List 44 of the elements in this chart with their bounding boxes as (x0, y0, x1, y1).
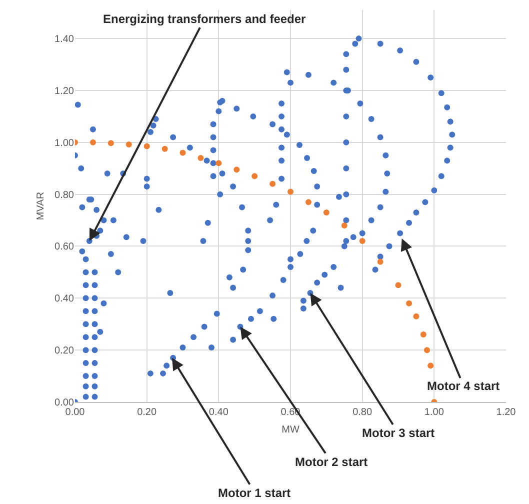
y-tick-label: 0.60 (54, 242, 74, 253)
point (216, 160, 222, 166)
annotation: Energizing transformers and feeder (103, 12, 306, 26)
x-tick-label: 0.80 (352, 407, 372, 418)
y-tick-label: 0.40 (54, 294, 74, 305)
point (252, 173, 258, 180)
point (180, 150, 186, 156)
x-axis-title: MW (282, 424, 300, 436)
point (288, 188, 294, 195)
annotation: Motor 4 start (427, 379, 500, 393)
x-tick-label: 0.40 (208, 407, 229, 418)
point (90, 139, 96, 146)
point (420, 332, 426, 338)
y-tick-label: 1.20 (54, 86, 74, 97)
point (234, 166, 240, 173)
point (341, 222, 348, 228)
point (406, 300, 412, 306)
y-axis-title: MVAR (36, 192, 47, 220)
x-tick-label: 0.00 (65, 407, 86, 418)
point (144, 143, 150, 150)
point (424, 347, 430, 354)
annotation: Motor 1 start (218, 486, 291, 500)
point (126, 141, 132, 148)
x-tick-label: 1.20 (496, 407, 516, 418)
x-tick-label: 0.20 (137, 407, 157, 418)
point (198, 154, 204, 161)
point (395, 282, 402, 288)
point (377, 258, 384, 265)
point (162, 146, 168, 152)
y-tick-label: 1.00 (54, 138, 74, 149)
point (108, 140, 114, 146)
x-tick-label: 1.00 (424, 407, 444, 418)
point (323, 209, 330, 216)
point (270, 180, 276, 187)
y-tick-label: 1.40 (54, 34, 74, 46)
point (359, 238, 366, 244)
point (428, 362, 434, 369)
point (413, 313, 420, 320)
y-tick-label: 0.20 (54, 346, 74, 357)
annotation: Motor 3 start (362, 426, 435, 440)
y-tick-label: 0.80 (54, 190, 74, 201)
y-tick-label: 0.00 (54, 398, 74, 408)
point (305, 199, 312, 206)
annotation: Motor 2 start (295, 455, 368, 469)
